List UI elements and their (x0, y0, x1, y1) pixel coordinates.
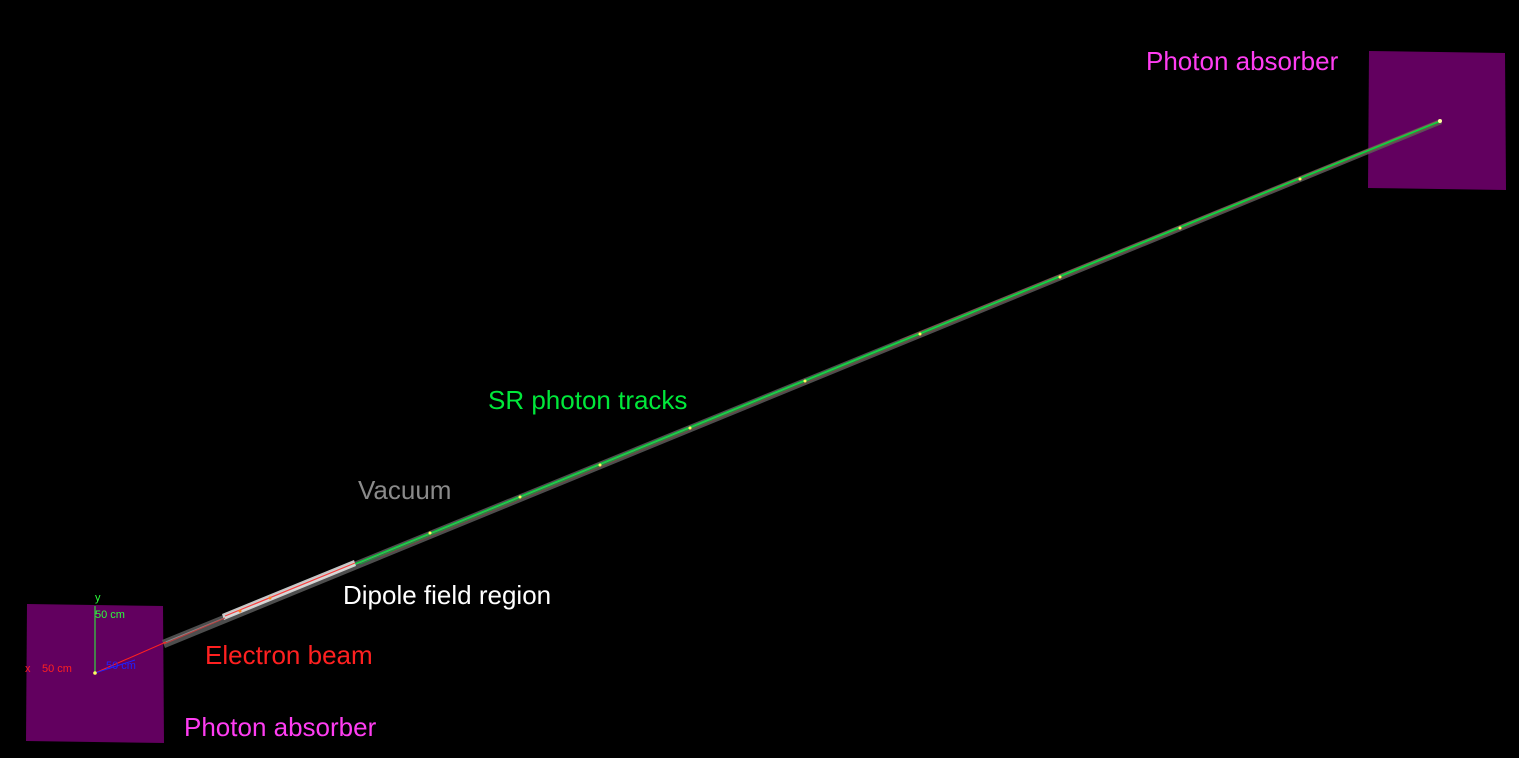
axis-x-line (94, 641, 167, 674)
axis-y-length: 50 cm (95, 609, 125, 621)
photon-absorber-top-label: Photon absorber (1146, 46, 1339, 76)
axis-z-length: 50 cm (106, 660, 136, 672)
axis-y-name: y (95, 592, 101, 604)
photon-absorber-bottom-label: Photon absorber (184, 712, 377, 742)
axis-z-line (94, 659, 136, 674)
axis-x-name: x (25, 663, 31, 675)
dipole-field-region-label: Dipole field region (343, 580, 552, 610)
electron-beam-label: Electron beam (205, 640, 373, 670)
sr-photon-tracks (349, 119, 1442, 567)
electron-beam (163, 562, 356, 645)
axis-origin (93, 671, 97, 675)
vacuum-label: Vacuum (358, 475, 452, 505)
axis-x-length: 50 cm (42, 663, 72, 675)
sr-photon-tracks-label: SR photon tracks (488, 385, 688, 415)
